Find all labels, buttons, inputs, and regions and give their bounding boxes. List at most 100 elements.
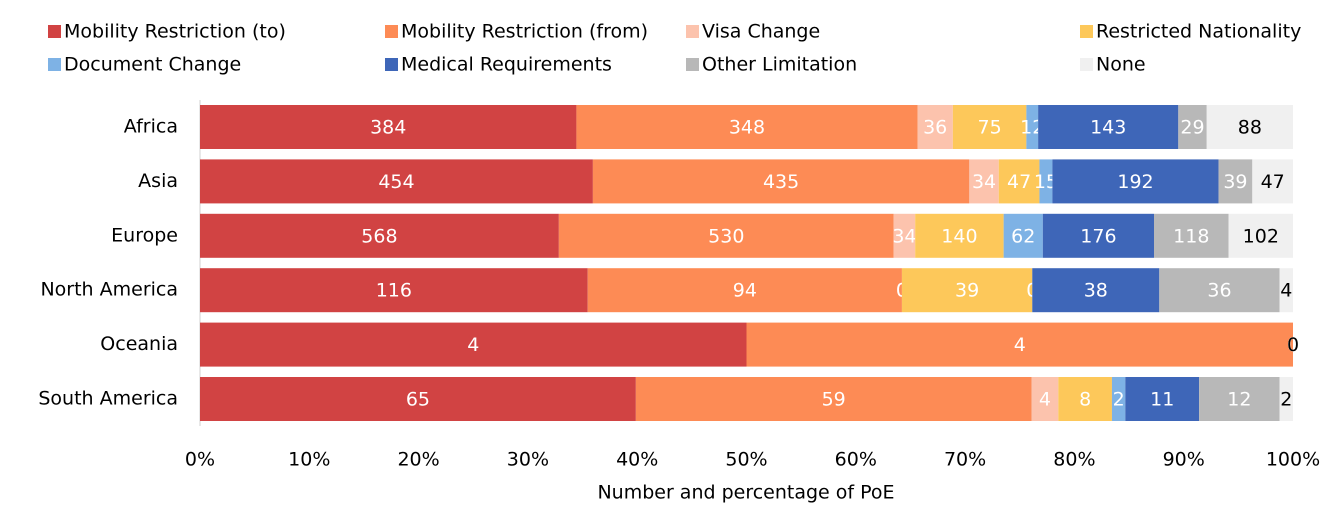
data-label: 4 bbox=[467, 334, 479, 356]
legend-swatch bbox=[1080, 25, 1093, 38]
y-tick-label: North America bbox=[40, 279, 178, 301]
data-label: 88 bbox=[1238, 117, 1262, 139]
x-tick-label: 70% bbox=[944, 449, 986, 471]
legend-label: Visa Change bbox=[702, 21, 820, 43]
x-tick-label: 20% bbox=[397, 449, 439, 471]
legend-swatch bbox=[686, 58, 699, 71]
bar-segment bbox=[1199, 377, 1280, 421]
bar-segment bbox=[576, 105, 918, 149]
x-tick-label: 10% bbox=[288, 449, 330, 471]
bar-segment bbox=[917, 105, 953, 149]
data-label: 34 bbox=[892, 225, 916, 247]
data-label: 118 bbox=[1173, 225, 1209, 247]
bar-segment bbox=[1111, 377, 1126, 421]
data-label: 0 bbox=[1287, 334, 1299, 356]
legend-label: Mobility Restriction (from) bbox=[401, 21, 648, 43]
bar-segment bbox=[1252, 159, 1293, 204]
bar-segment bbox=[746, 322, 1293, 367]
bar-segment bbox=[1026, 105, 1039, 149]
data-label: 143 bbox=[1090, 117, 1126, 139]
data-label: 102 bbox=[1243, 225, 1279, 247]
data-label: 0 bbox=[1287, 334, 1299, 356]
data-label: 530 bbox=[708, 225, 744, 247]
bar-segment bbox=[1042, 213, 1155, 258]
legend-swatch bbox=[385, 58, 398, 71]
data-label: 0 bbox=[1287, 334, 1299, 356]
bar-segment bbox=[1218, 159, 1253, 204]
x-tick-label: 50% bbox=[725, 449, 767, 471]
bar-segment bbox=[558, 213, 894, 258]
bar-segment bbox=[1003, 213, 1043, 258]
data-label: 2 bbox=[1113, 389, 1125, 411]
bar-segment bbox=[1039, 159, 1053, 204]
data-label: 36 bbox=[923, 117, 947, 139]
bar-segment bbox=[1206, 105, 1293, 149]
data-label: 176 bbox=[1080, 225, 1116, 247]
data-label: 384 bbox=[370, 117, 406, 139]
bar-segment bbox=[200, 213, 559, 258]
data-label: 47 bbox=[1261, 171, 1285, 193]
bar-segment bbox=[1178, 105, 1207, 149]
data-label: 59 bbox=[822, 389, 846, 411]
data-label: 65 bbox=[406, 389, 430, 411]
bar-segment bbox=[200, 322, 747, 367]
data-label: 47 bbox=[1007, 171, 1031, 193]
data-label: 192 bbox=[1117, 171, 1153, 193]
legend-label: None bbox=[1096, 54, 1146, 76]
bar-segment bbox=[969, 159, 999, 204]
legend-swatch bbox=[48, 25, 61, 38]
x-tick-label: 40% bbox=[616, 449, 658, 471]
legend-label: Medical Requirements bbox=[401, 54, 612, 76]
data-label: 2 bbox=[1280, 389, 1292, 411]
data-label: 4 bbox=[1280, 280, 1292, 302]
bar-segment bbox=[1279, 377, 1293, 421]
data-label: 454 bbox=[378, 171, 414, 193]
x-tick-label: 100% bbox=[1266, 449, 1320, 471]
data-label: 116 bbox=[376, 280, 412, 302]
bar-segment bbox=[592, 159, 970, 204]
data-label: 94 bbox=[733, 280, 757, 302]
legend-swatch bbox=[48, 58, 61, 71]
bar-segment bbox=[200, 377, 636, 421]
bar-segment bbox=[1031, 377, 1059, 421]
legend-label: Other Limitation bbox=[702, 54, 857, 76]
data-label: 568 bbox=[361, 225, 397, 247]
bar-segment bbox=[200, 268, 588, 313]
bar-segment bbox=[1058, 377, 1112, 421]
x-tick-label: 0% bbox=[185, 449, 215, 471]
bar-segment bbox=[587, 268, 902, 313]
bar-segment bbox=[1154, 213, 1229, 258]
data-label: 29 bbox=[1180, 117, 1204, 139]
data-label: 38 bbox=[1084, 280, 1108, 302]
legend-swatch bbox=[385, 25, 398, 38]
y-tick-label: Asia bbox=[138, 170, 178, 192]
bar-segment bbox=[998, 159, 1040, 204]
data-label: 39 bbox=[1223, 171, 1247, 193]
data-label: 4 bbox=[1039, 389, 1051, 411]
y-tick-label: Oceania bbox=[100, 333, 178, 355]
data-label: 12 bbox=[1227, 389, 1251, 411]
bar-segment bbox=[200, 159, 593, 204]
data-label: 348 bbox=[729, 117, 765, 139]
data-label: 36 bbox=[1207, 280, 1231, 302]
data-label: 8 bbox=[1079, 389, 1091, 411]
legend-swatch bbox=[1080, 58, 1093, 71]
data-label: 4 bbox=[1014, 334, 1026, 356]
bar-segment bbox=[952, 105, 1027, 149]
bar-segment bbox=[1228, 213, 1293, 258]
bar-segment bbox=[915, 213, 1004, 258]
data-label: 15 bbox=[1034, 171, 1058, 193]
data-label: 39 bbox=[955, 280, 979, 302]
bar-segment bbox=[1279, 268, 1293, 313]
bar-segment bbox=[200, 105, 577, 149]
data-label: 0 bbox=[1287, 334, 1299, 356]
bar-segment bbox=[1159, 268, 1280, 313]
x-axis-label: Number and percentage of PoE bbox=[597, 482, 894, 504]
x-tick-label: 90% bbox=[1163, 449, 1205, 471]
legend-label: Restricted Nationality bbox=[1096, 21, 1301, 43]
legend-label: Document Change bbox=[64, 54, 241, 76]
data-label: 62 bbox=[1011, 225, 1035, 247]
bar-segment bbox=[1052, 159, 1219, 204]
data-label: 0 bbox=[1287, 334, 1299, 356]
